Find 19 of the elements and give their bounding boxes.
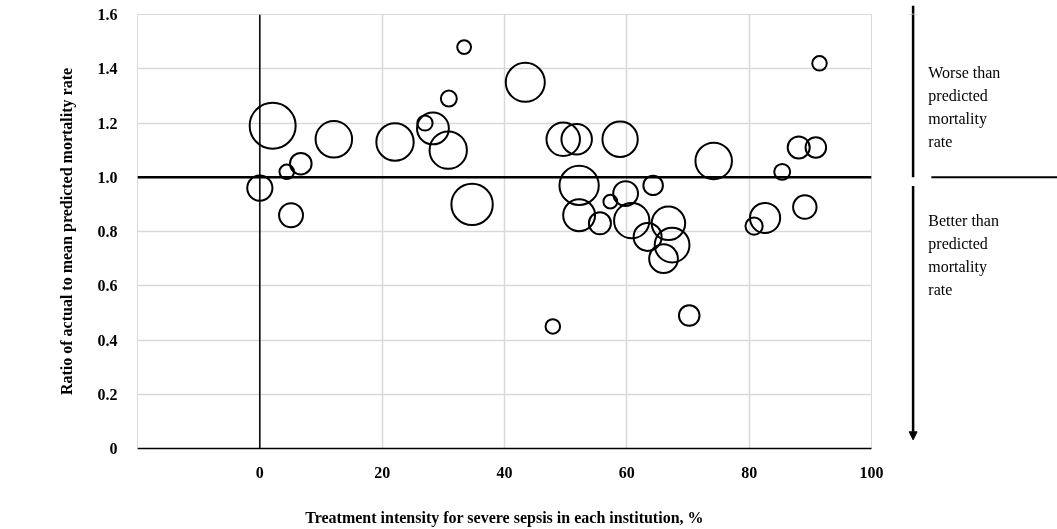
x-tick-label: 80 (741, 463, 758, 481)
y-tick-label: 1.4 (97, 60, 118, 78)
x-tick-label: 40 (496, 463, 513, 481)
x-tick-label: 20 (374, 463, 391, 481)
y-tick-label: 0.2 (97, 385, 118, 403)
y-tick-label: 1.2 (97, 114, 118, 132)
y-tick-label: 1.6 (97, 6, 118, 23)
y-tick-label: 1.0 (97, 168, 118, 186)
text: Worse than predicted mortality rate (928, 64, 1001, 151)
x-tick-label: 100 (859, 463, 884, 481)
y-tick-label: 0.4 (97, 331, 118, 349)
y-tick-label: 0 (109, 440, 118, 457)
y-tick-label: 0.8 (97, 223, 118, 240)
text: Better than predicted mortality rate (928, 211, 999, 298)
y-axis-title: Ratio of actual to mean predicted mortality rate (57, 67, 76, 396)
x-axis-title: Treatment intensity for severe sepsis in each institution, % (305, 508, 704, 527)
x-tick-label: 0 (255, 463, 264, 481)
y-tick-label: 0.6 (97, 277, 118, 295)
x-tick-label: 60 (618, 463, 635, 481)
